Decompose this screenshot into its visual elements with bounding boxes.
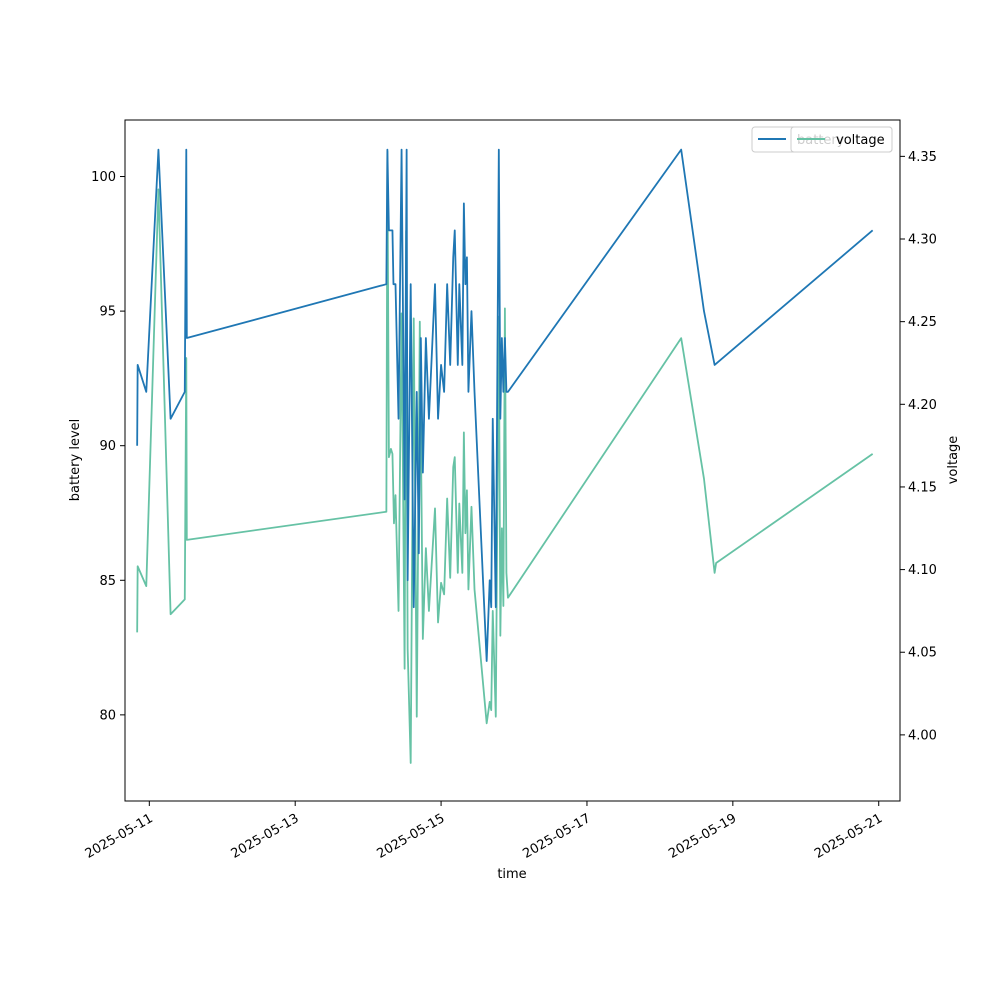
y-right-tick-label: 4.25 [908,315,937,330]
y-right-tick-label: 4.30 [908,233,937,248]
legend-voltage: voltage [790,126,893,153]
y-axis-right: 4.00 4.05 4.10 4.15 4.20 4.25 4.30 4.35 [900,150,937,743]
series-line-voltage [136,150,874,764]
y-right-tick-label: 4.20 [908,398,937,413]
y-axis-right-title: voltage [946,436,961,485]
y-axis-left: 80 85 90 95 100 [91,170,125,723]
legend-voltage-label: voltage [836,133,885,148]
plot-frame [124,119,901,802]
y-right-tick-label: 4.35 [908,150,937,165]
y-left-tick-label: 90 [99,439,116,454]
y-right-tick-label: 4.10 [908,563,937,578]
legend-voltage-box [790,126,893,153]
y-left-tick-label: 100 [91,170,116,185]
series-line-battery [136,148,874,662]
x-axis-title: time [497,867,526,882]
y-left-tick-label: 95 [99,305,116,320]
y-right-tick-label: 4.00 [908,728,937,743]
y-axis-left-title: battery level [68,419,83,502]
y-left-tick-label: 80 [99,708,116,723]
series-layer [136,148,874,764]
y-right-tick-label: 4.15 [908,480,937,495]
y-left-tick-label: 85 [99,574,116,589]
y-right-tick-label: 4.05 [908,646,937,661]
